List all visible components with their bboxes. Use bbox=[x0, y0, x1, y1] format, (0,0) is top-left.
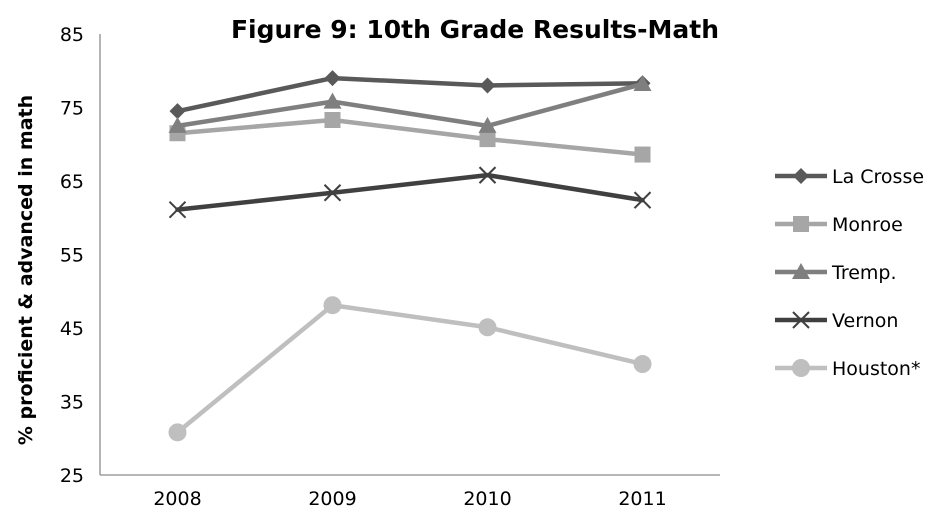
series-line-monroe bbox=[175, 117, 645, 157]
series-line-tremp bbox=[175, 81, 645, 129]
legend-marker bbox=[792, 359, 810, 377]
chart-title: Figure 9: 10th Grade Results-Math bbox=[231, 15, 719, 44]
x-tick-label: 2009 bbox=[308, 488, 356, 510]
data-point-tremp bbox=[323, 92, 342, 109]
legend-label: Houston* bbox=[832, 358, 920, 380]
data-point-vernon bbox=[633, 191, 652, 209]
y-tick-label: 75 bbox=[60, 98, 84, 120]
series-line-houston bbox=[175, 302, 645, 435]
legend-marker bbox=[792, 311, 810, 329]
legend-item-houston: Houston* bbox=[775, 358, 920, 380]
y-axis-label: % proficient & advanced in math bbox=[15, 95, 37, 445]
data-point-houston bbox=[168, 423, 187, 442]
data-point-vernon bbox=[168, 200, 187, 219]
data-point-houston bbox=[478, 318, 497, 337]
legend-label: Vernon bbox=[832, 310, 898, 332]
legend-marker bbox=[792, 263, 810, 279]
y-tick-label: 35 bbox=[60, 392, 84, 414]
x-tick-labels: 2008 2009 2010 2011 bbox=[153, 488, 666, 510]
data-point-la-crosse bbox=[479, 77, 496, 94]
legend-marker bbox=[793, 168, 809, 184]
y-tick-label: 25 bbox=[60, 465, 84, 487]
legend-item-vernon: Vernon bbox=[775, 310, 898, 332]
y-tick-label: 85 bbox=[60, 24, 84, 46]
data-point-vernon bbox=[478, 166, 497, 184]
series-line-la-crosse bbox=[175, 75, 645, 114]
data-point-la-crosse bbox=[324, 70, 341, 87]
legend-label: Monroe bbox=[832, 214, 903, 236]
data-point-tremp bbox=[633, 74, 652, 91]
series-la-crosse bbox=[169, 70, 651, 120]
legend-label: La Crosse bbox=[832, 166, 924, 188]
x-tick-label: 2011 bbox=[618, 488, 666, 510]
y-tick-label: 45 bbox=[60, 318, 84, 340]
data-point-la-crosse bbox=[169, 103, 186, 120]
data-point-tremp bbox=[168, 116, 187, 133]
series-tremp bbox=[168, 74, 652, 133]
data-point-houston bbox=[633, 355, 652, 374]
series-monroe bbox=[169, 111, 651, 163]
legend-label: Tremp. bbox=[831, 262, 897, 284]
legend-item-la-crosse: La Crosse bbox=[775, 166, 924, 188]
series-layer bbox=[168, 70, 652, 442]
data-point-tremp bbox=[478, 116, 497, 133]
legend: La Crosse Monroe Tremp. Vernon Houston* bbox=[775, 166, 924, 380]
data-point-vernon bbox=[323, 184, 342, 202]
x-tick-label: 2008 bbox=[153, 488, 201, 510]
x-tick-label: 2010 bbox=[463, 488, 511, 510]
y-tick-label: 55 bbox=[60, 245, 84, 267]
data-point-monroe bbox=[324, 111, 341, 128]
data-point-monroe bbox=[479, 131, 496, 148]
data-point-houston bbox=[323, 296, 342, 315]
data-point-monroe bbox=[634, 146, 651, 163]
legend-marker bbox=[793, 216, 809, 232]
legend-item-monroe: Monroe bbox=[775, 214, 903, 236]
series-houston bbox=[168, 296, 652, 442]
series-line-vernon bbox=[175, 172, 645, 212]
series-vernon bbox=[168, 166, 652, 219]
legend-item-tremp: Tremp. bbox=[775, 262, 897, 284]
y-tick-labels: 25 35 45 55 65 75 85 bbox=[60, 24, 84, 487]
y-tick-label: 65 bbox=[60, 171, 84, 193]
